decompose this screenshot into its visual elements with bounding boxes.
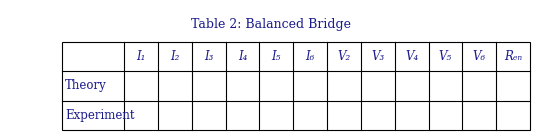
Text: I₁: I₁ <box>136 50 146 63</box>
Text: Theory: Theory <box>65 79 107 92</box>
Text: I₃: I₃ <box>204 50 213 63</box>
Bar <box>62 42 530 130</box>
Text: Experiment: Experiment <box>65 109 135 122</box>
Text: V₄: V₄ <box>405 50 418 63</box>
Text: I₆: I₆ <box>305 50 315 63</box>
Text: Rₑₙ: Rₑₙ <box>504 50 522 63</box>
Text: I₂: I₂ <box>170 50 179 63</box>
Text: Table 2: Balanced Bridge: Table 2: Balanced Bridge <box>191 18 351 31</box>
Text: V₅: V₅ <box>439 50 452 63</box>
Text: V₆: V₆ <box>472 50 486 63</box>
Text: V₂: V₂ <box>337 50 351 63</box>
Text: V₃: V₃ <box>371 50 384 63</box>
Text: I₅: I₅ <box>272 50 281 63</box>
Text: I₄: I₄ <box>238 50 247 63</box>
